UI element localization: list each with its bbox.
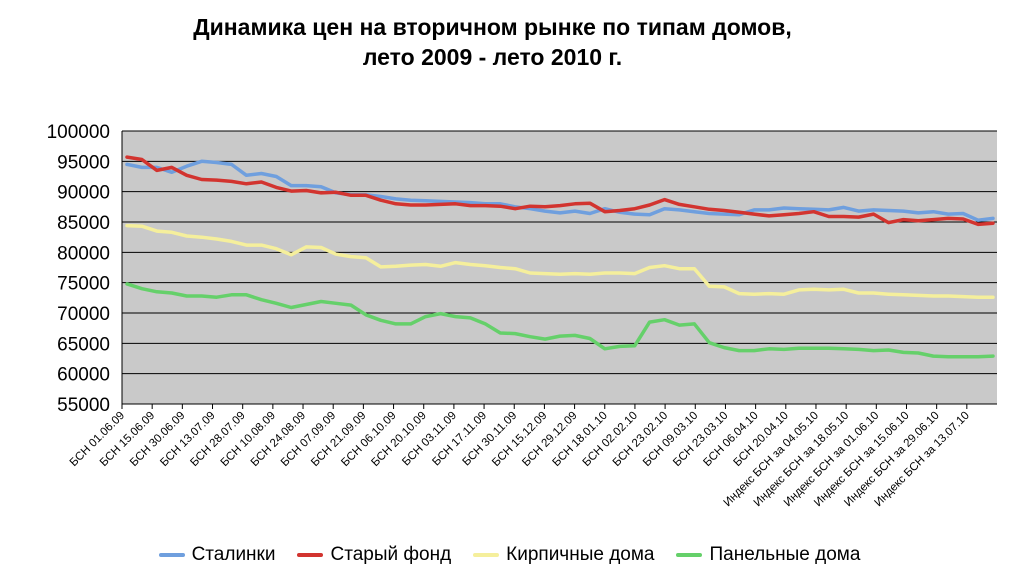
y-tick-label: 85000	[57, 213, 110, 234]
y-tick-label: 75000	[57, 274, 110, 295]
plot-area	[122, 131, 997, 404]
chart-title-line-2: лето 2009 - лето 2010 г.	[362, 44, 623, 70]
legend-swatch	[676, 553, 703, 557]
legend-label: Кирпичные дома	[506, 544, 655, 565]
legend: Сталинки Старый фонд Кирпичные дома Панельн…	[0, 544, 1019, 566]
line-chart: 55000 60000 65000 70000 75000 80000 85000 90000…	[47, 122, 997, 509]
series-lines	[125, 155, 995, 359]
legend-entry-1: Сталинки	[158, 544, 276, 566]
chart-title: Динамика цен на вторичном рынке по типам…	[0, 12, 985, 72]
legend-entry-2: Старый фонд	[297, 544, 451, 566]
legend-label: Панельные дома	[709, 544, 861, 565]
legend-entry-3: Кирпичные дома	[473, 544, 654, 566]
legend-entry-4: Панельные дома	[676, 544, 860, 566]
series-line-1	[125, 159, 995, 222]
legend-swatch	[297, 553, 324, 557]
y-tick-label: 100000	[47, 122, 110, 143]
y-axis: 55000 60000 65000 70000 75000 80000 85000 90000…	[47, 122, 123, 416]
chart-title-line-1: Динамика цен на вторичном рынке по типам…	[193, 14, 792, 40]
y-tick-label: 70000	[57, 304, 110, 325]
gridlines	[122, 130, 997, 405]
legend-swatch	[473, 553, 500, 557]
y-tick-label: 60000	[57, 365, 110, 386]
y-tick-label: 65000	[57, 334, 110, 355]
legend-label: Старый фонд	[330, 544, 452, 565]
y-tick-label: 80000	[57, 243, 110, 264]
legend-swatch	[158, 553, 185, 557]
series-line-4	[125, 282, 995, 359]
series-line-3	[125, 223, 995, 299]
legend-label: Сталинки	[191, 544, 276, 565]
y-tick-label: 95000	[57, 152, 110, 173]
series-line-2	[125, 155, 995, 227]
y-tick-label: 90000	[57, 183, 110, 204]
y-tick-label: 55000	[57, 395, 110, 416]
